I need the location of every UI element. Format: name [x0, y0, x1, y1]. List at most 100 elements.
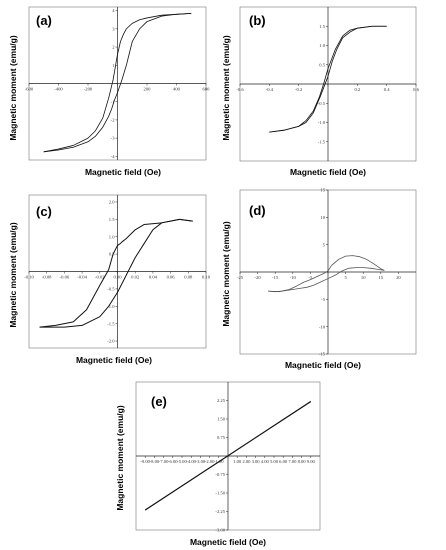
y-axis-title: Magnetic moment (emu/g): [115, 405, 125, 510]
x-tick-label: 0.02: [131, 275, 140, 280]
y-tick-label: 1.50: [217, 417, 226, 422]
y-tick-label: 2: [112, 45, 115, 50]
y-tick-label: 5: [323, 242, 326, 247]
y-tick-label: 2.0: [109, 200, 115, 205]
x-tick-label: -9.00: [140, 459, 150, 464]
x-tick-label: -0.2: [295, 87, 303, 92]
y-tick-label: -0.5: [318, 101, 326, 106]
x-tick-label: -7.00: [159, 459, 169, 464]
data-series-line: [268, 255, 385, 293]
x-tick-label: -400: [54, 87, 63, 92]
x-tick-label: -5.00: [177, 459, 187, 464]
x-tick-label: 400: [173, 87, 181, 92]
y-tick-label: 1.5: [319, 24, 325, 29]
y-tick-label: -0.75: [215, 472, 225, 477]
x-axis-title: Magnetic field (Oe): [285, 360, 361, 370]
x-tick-label: 5.00: [270, 459, 279, 464]
x-tick-label: -25: [237, 275, 244, 280]
y-tick-label: 1.0: [319, 43, 325, 48]
x-axis-title: Magnetic field (Oe): [76, 355, 152, 365]
x-tick-label: 1.00: [233, 459, 242, 464]
y-tick-label: -3: [111, 136, 116, 141]
x-tick-label: 7.00: [288, 459, 297, 464]
y-tick-label: 10: [320, 215, 325, 220]
x-tick-label: -0.02: [95, 275, 105, 280]
x-tick-label: -3.00: [196, 459, 206, 464]
x-tick-label: -0.4: [266, 87, 274, 92]
y-tick-label: 2.25: [217, 398, 226, 403]
x-tick-label: 20: [396, 275, 401, 280]
x-tick-label: -4.00: [186, 459, 196, 464]
y-tick-label: -1: [111, 99, 116, 104]
x-tick-label: 8.00: [298, 459, 307, 464]
panel-label: (e): [151, 394, 167, 409]
x-tick-label: 0.08: [184, 275, 193, 280]
x-tick-label: 0.06: [167, 275, 176, 280]
x-tick-label: 15: [379, 275, 384, 280]
data-series-line: [43, 12, 192, 153]
y-tick-label: -2.25: [215, 509, 225, 514]
y-tick-label: 1: [112, 63, 115, 68]
y-tick-label: -1.0: [318, 120, 326, 125]
y-tick-label: 15: [320, 188, 325, 193]
y-tick-label: 0.5: [319, 62, 325, 67]
x-tick-label: 5: [344, 275, 347, 280]
data-series-line: [39, 218, 193, 328]
x-tick-label: -5: [308, 275, 313, 280]
y-axis-title: Magnetic moment (emu/g): [221, 35, 231, 140]
data-series-line: [144, 400, 312, 511]
x-tick-label: 200: [144, 87, 152, 92]
y-tick-label: 0.5: [109, 252, 115, 257]
data-series-line: [43, 12, 192, 153]
x-tick-label: 0.6: [413, 87, 419, 92]
y-tick-label: -10: [319, 324, 326, 329]
y-tick-label: -0.5: [107, 286, 115, 291]
x-tick-label: 9.00: [307, 459, 316, 464]
y-axis-title: Magnetic moment (emu/g): [8, 222, 18, 327]
panel-label: (a): [36, 13, 52, 28]
panel-label: (d): [249, 203, 266, 218]
x-tick-label: 4.00: [261, 459, 270, 464]
x-axis-title: Magnetic field (Oe): [190, 537, 266, 547]
y-tick-label: 0.75: [217, 435, 226, 440]
chart-panel-1: -600 -400 -200 200 400 600 -4 -3 -2 -1 1 2 3 4 (a) Magn…: [8, 6, 210, 177]
panel-label: (b): [249, 13, 266, 28]
x-tick-label: 0.2: [354, 87, 360, 92]
x-tick-label: -15: [272, 275, 279, 280]
y-tick-label: 1.5: [109, 217, 115, 222]
chart-panel-2: -0.6 -0.4 -0.2 0.2 0.4 0.6 -1.5 -1.0 -0.5 0.5 1.0 1…: [221, 6, 420, 177]
y-tick-label: -5: [321, 297, 326, 302]
y-tick-label: -4: [111, 154, 116, 159]
x-tick-label: -6.00: [168, 459, 178, 464]
x-tick-label: -0.04: [77, 275, 87, 280]
x-tick-label: -20: [255, 275, 262, 280]
y-tick-label: -1.50: [215, 491, 225, 496]
data-series-line: [268, 267, 385, 293]
chart-panel-5: -9.00 -8.00 -7.00 -6.00 -5.00 -4.00 -3.00 -2.00…: [115, 381, 321, 547]
x-tick-label: -200: [84, 87, 93, 92]
y-tick-label: -2: [111, 118, 116, 123]
y-tick-label: -15: [319, 352, 326, 357]
x-tick-label: -0.10: [24, 275, 34, 280]
y-tick-label: 3: [112, 26, 115, 31]
data-series-line: [39, 218, 193, 328]
x-tick-label: -600: [25, 87, 34, 92]
x-tick-label: 0.00: [113, 275, 122, 280]
y-axis-title: Magnetic moment (emu/g): [221, 221, 231, 326]
y-tick-label: -2.0: [107, 339, 115, 344]
x-tick-label: 6.00: [279, 459, 288, 464]
data-series-line: [269, 25, 387, 133]
y-tick-label: 1.0: [109, 234, 115, 239]
y-tick-label: -1.5: [107, 321, 115, 326]
y-tick-label: -1.0: [107, 304, 115, 309]
x-tick-label: 0.04: [149, 275, 158, 280]
x-tick-label: -8.00: [150, 459, 160, 464]
y-tick-label: -3.00: [215, 528, 225, 533]
chart-panel-3: -0.10 -0.08 -0.06 -0.04 -0.02 0.00 0.02 0.04 0.0…: [8, 194, 211, 365]
x-tick-label: 3.00: [252, 459, 261, 464]
panel-label: (c): [36, 204, 52, 219]
x-tick-label: 10: [361, 275, 366, 280]
x-tick-label: 0.10: [202, 275, 211, 280]
y-axis-title: Magnetic moment (emu/g): [8, 35, 18, 140]
